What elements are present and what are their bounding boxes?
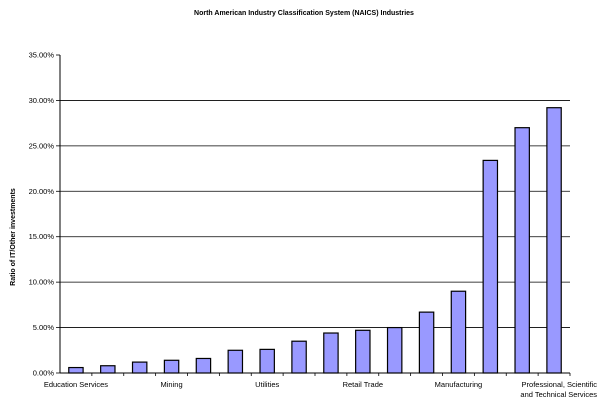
bar: [323, 332, 339, 374]
chart-title: North American Industry Classification S…: [194, 10, 414, 17]
bar: [291, 340, 307, 374]
x-tick-label: Education Services: [44, 380, 108, 389]
axes: [56, 54, 571, 376]
x-tick-label: Utilities: [255, 380, 279, 389]
bar: [355, 329, 371, 374]
bar: [482, 159, 499, 374]
bar: [514, 127, 530, 374]
bar: [131, 361, 148, 374]
bars: [68, 107, 562, 374]
bar: [386, 326, 403, 374]
y-tick-labels: 0.00% 5.00% 10.00% 15.00% 20.00% 25.00% 30.00%…: [29, 51, 55, 378]
x-tick-label: Professional, Scientific: [522, 380, 598, 389]
bar: [450, 290, 467, 374]
y-tick-label: 5.00%: [33, 323, 55, 332]
y-tick-label: 35.00%: [29, 51, 55, 60]
y-tick-label: 0.00%: [33, 369, 55, 378]
bar: [227, 349, 244, 374]
bar: [100, 365, 116, 374]
y-tick-label: 30.00%: [29, 96, 55, 105]
y-tick-label: 10.00%: [29, 278, 55, 287]
bar: [259, 348, 275, 374]
y-axis-label: Ratio of IT/Other investments: [10, 188, 17, 286]
bar: [195, 357, 212, 374]
bar: [68, 366, 84, 374]
x-tick-label: Mining: [161, 380, 183, 389]
x-tick-labels: Education Services Mining Utilities Retail …: [44, 380, 597, 399]
y-tick-label: 15.00%: [29, 232, 55, 241]
y-tick-label: 25.00%: [29, 141, 55, 150]
bar: [546, 107, 562, 374]
y-tick-label: 20.00%: [29, 187, 55, 196]
bar: [163, 359, 180, 374]
x-tick-label: and Technical Services: [520, 390, 597, 399]
x-tick-label: Manufacturing: [435, 380, 483, 389]
bar: [418, 311, 435, 374]
x-tick-label: Retail Trade: [343, 380, 383, 389]
